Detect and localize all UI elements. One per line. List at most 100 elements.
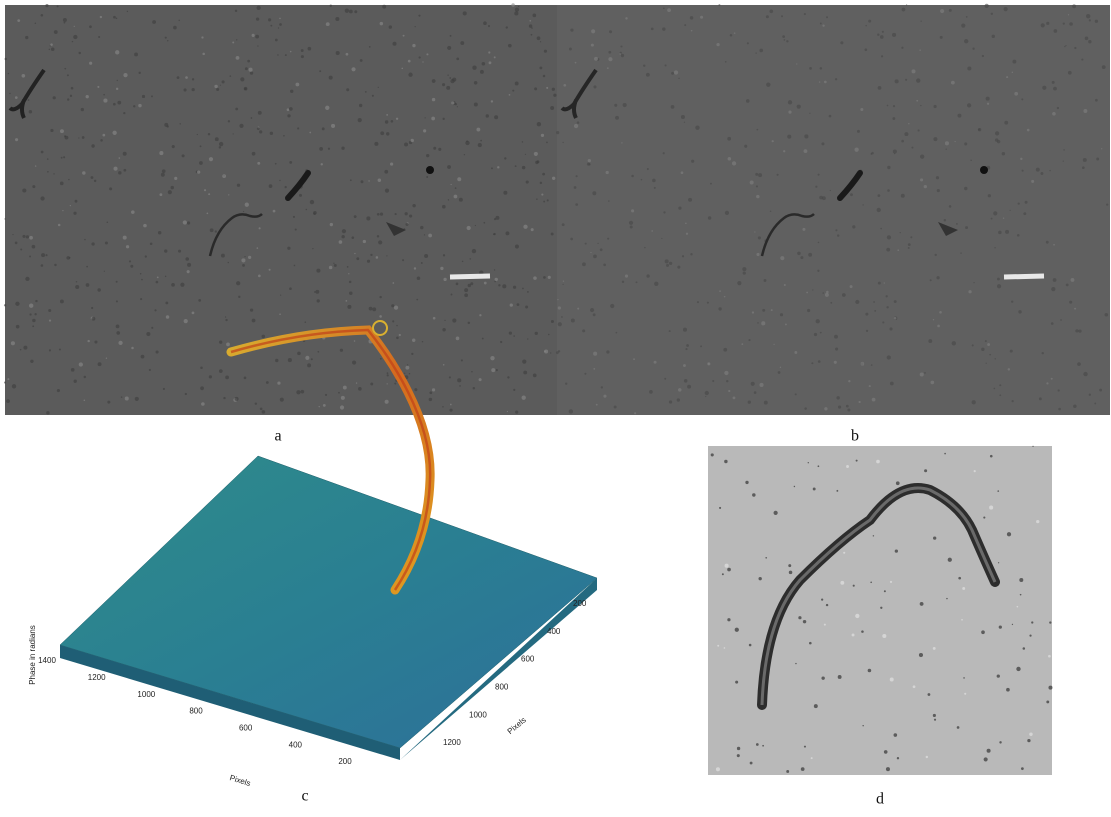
speckle xyxy=(820,67,823,70)
speckle xyxy=(289,107,293,111)
speckle xyxy=(988,194,991,197)
speckle xyxy=(222,80,225,83)
speckle xyxy=(405,223,408,226)
speckle xyxy=(354,340,356,342)
speckle xyxy=(386,114,388,116)
speckle xyxy=(887,189,890,192)
speckle xyxy=(724,371,728,375)
speckle xyxy=(315,290,319,294)
speckle xyxy=(522,166,525,169)
speckle xyxy=(349,281,352,284)
speckle xyxy=(512,90,514,92)
speckle xyxy=(877,33,879,35)
speckle xyxy=(140,298,142,300)
speckle xyxy=(117,80,118,81)
speckle xyxy=(515,245,519,249)
speckle xyxy=(830,302,832,304)
speckle xyxy=(123,169,126,172)
speckle xyxy=(588,159,591,162)
speckle xyxy=(951,81,955,85)
speckle xyxy=(279,23,282,26)
y-tick-label: 800 xyxy=(495,683,509,692)
speckle xyxy=(691,30,693,32)
speckle xyxy=(999,741,1001,743)
speckle xyxy=(15,138,18,141)
speckle xyxy=(451,101,454,104)
speckle xyxy=(68,179,69,180)
speckle xyxy=(821,676,824,679)
speckle xyxy=(476,128,480,132)
speckle xyxy=(49,320,51,322)
speckle xyxy=(526,180,529,183)
speckle xyxy=(1004,7,1008,11)
speckle xyxy=(34,313,36,315)
speckle xyxy=(1006,76,1008,78)
speckle xyxy=(850,285,853,288)
speckle xyxy=(78,137,79,138)
speckle xyxy=(468,322,470,324)
speckle xyxy=(158,231,161,234)
speckle xyxy=(214,85,217,88)
speckle xyxy=(287,114,290,117)
speckle xyxy=(926,756,928,758)
speckle xyxy=(177,76,180,79)
speckle xyxy=(89,25,92,28)
speckle xyxy=(422,341,423,342)
speckle xyxy=(60,181,64,185)
speckle xyxy=(63,156,65,158)
speckle xyxy=(522,141,524,143)
speckle xyxy=(152,20,156,24)
speckle xyxy=(116,281,118,283)
speckle xyxy=(994,388,996,390)
speckle xyxy=(830,190,831,191)
speckle xyxy=(257,127,260,130)
speckle xyxy=(944,219,946,221)
speckle xyxy=(968,290,971,293)
speckle xyxy=(378,87,379,88)
speckle xyxy=(607,67,609,69)
speckle xyxy=(1068,71,1072,75)
speckle xyxy=(474,81,478,85)
speckle xyxy=(294,265,296,267)
speckle xyxy=(252,319,256,323)
speckle xyxy=(15,242,18,245)
speckle xyxy=(629,221,633,225)
speckle xyxy=(1042,352,1044,354)
speckle xyxy=(412,44,415,47)
speckle xyxy=(358,387,362,391)
speckle xyxy=(495,278,498,281)
speckle xyxy=(233,133,234,134)
speckle xyxy=(928,339,932,343)
speckle xyxy=(92,317,96,321)
speckle xyxy=(636,281,638,283)
speckle xyxy=(893,150,897,154)
speckle xyxy=(69,257,71,259)
speckle xyxy=(737,754,740,757)
speckle xyxy=(933,319,934,320)
speckle xyxy=(207,213,209,215)
speckle xyxy=(960,252,961,253)
speckle xyxy=(149,369,151,371)
speckle xyxy=(392,320,394,322)
speckle xyxy=(1078,329,1081,332)
speckle xyxy=(200,145,202,147)
speckle xyxy=(964,39,968,43)
speckle xyxy=(773,344,774,345)
speckle xyxy=(872,398,876,402)
speckle xyxy=(981,630,985,634)
speckle xyxy=(184,88,187,91)
speckle xyxy=(558,322,562,326)
speckle xyxy=(464,288,468,292)
speckle xyxy=(228,120,230,122)
speckle xyxy=(1008,368,1010,370)
speckle xyxy=(117,101,121,105)
speckle xyxy=(65,136,69,140)
speckle xyxy=(818,465,820,467)
speckle xyxy=(91,176,94,179)
panel-label: a xyxy=(274,428,281,445)
speckle xyxy=(275,39,278,42)
speckle xyxy=(952,341,956,345)
speckle xyxy=(552,177,555,180)
speckle xyxy=(725,564,729,568)
speckle xyxy=(1021,98,1023,100)
